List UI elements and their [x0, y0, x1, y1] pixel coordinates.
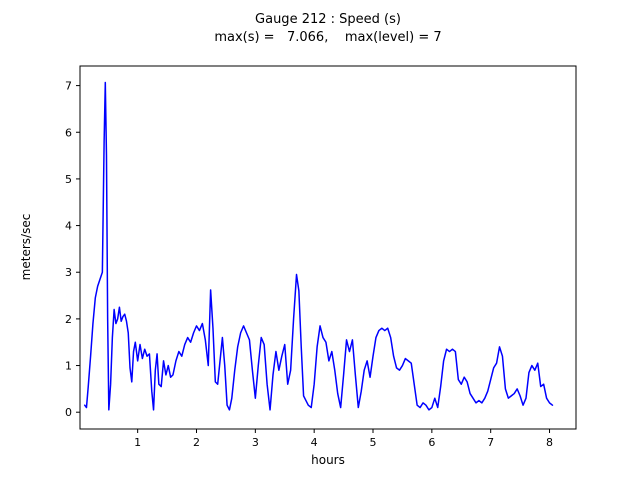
- chart-subtitle: max(s) = 7.066, max(level) = 7: [214, 30, 442, 45]
- y-tick-label: 1: [65, 360, 72, 373]
- y-tick-label: 3: [65, 266, 72, 279]
- x-tick-label: 5: [370, 436, 377, 449]
- x-tick-label: 2: [193, 436, 200, 449]
- y-tick-label: 7: [65, 80, 72, 93]
- x-tick-label: 8: [546, 436, 553, 449]
- x-axis-label: hours: [311, 453, 345, 467]
- y-tick-label: 5: [65, 173, 72, 186]
- y-tick-label: 6: [65, 126, 72, 139]
- x-tick-label: 3: [252, 436, 259, 449]
- data-line-speed: [83, 81, 554, 411]
- y-tick-label: 2: [65, 313, 72, 326]
- x-tick-label: 1: [134, 436, 141, 449]
- y-tick-label: 4: [65, 220, 72, 233]
- y-tick-label: 0: [65, 406, 72, 419]
- x-tick-label: 4: [311, 436, 318, 449]
- x-tick-label: 6: [428, 436, 435, 449]
- chart-title: Gauge 212 : Speed (s): [255, 12, 401, 27]
- axes-frame: [79, 65, 577, 430]
- x-tick-label: 7: [487, 436, 494, 449]
